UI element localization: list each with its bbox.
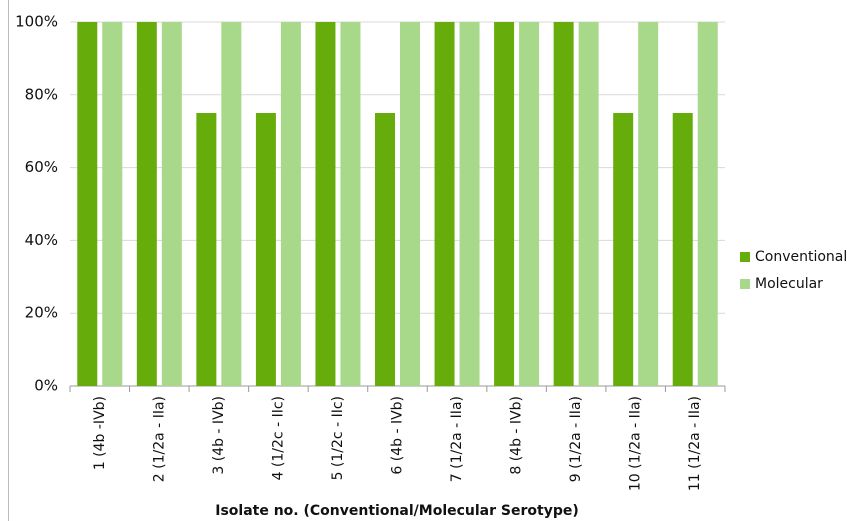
bar [494,22,515,386]
y-tick-label: 20% [25,304,58,322]
x-tick-label: 5 (1/2c - IIc) [330,396,346,480]
x-tick-label: 10 (1/2a - IIa) [628,396,644,491]
y-tick-label: 40% [25,231,58,249]
bar [613,113,634,386]
bar [578,22,599,386]
x-tick-label: 3 (4b - IVb) [211,396,227,475]
bar [255,113,276,386]
bar [434,22,455,386]
legend-label: Molecular [755,276,823,292]
bar [77,22,98,386]
legend-swatch [740,252,750,262]
bar [280,22,301,386]
bar [102,22,123,386]
x-tick-label: 7 (1/2a - IIa) [449,396,465,482]
legend-swatch [740,279,750,289]
y-tick-label: 80% [25,85,58,103]
legend-label: Conventional [755,249,847,265]
bar [400,22,420,386]
y-tick-label: 60% [25,158,58,176]
y-tick-label: 100% [15,13,58,31]
bar [459,22,480,386]
bar [375,113,395,386]
bar [315,22,336,386]
x-tick-label: 1 (4b -IVb) [92,396,108,470]
y-tick-label: 0% [34,377,58,395]
x-tick-label: 9 (1/2a - IIa) [568,396,584,482]
x-axis-title: Isolate no. (Conventional/Molecular Sero… [215,503,579,519]
bar [638,22,659,386]
bar [221,22,242,386]
bar [136,22,157,386]
bar [161,22,182,386]
x-tick-label: 11 (1/2a - IIa) [687,396,703,491]
bar [672,113,693,386]
x-tick-label: 8 (4b - IVb) [509,396,525,475]
x-tick-label: 4 (1/2c - IIc) [270,396,286,480]
x-tick-label: 6 (4b - IVb) [390,396,406,475]
bar [340,22,361,386]
bar [553,22,574,386]
bar [519,22,540,386]
bar [196,113,217,386]
bar [697,22,718,386]
x-tick-label: 2 (1/2a - IIa) [151,396,167,482]
